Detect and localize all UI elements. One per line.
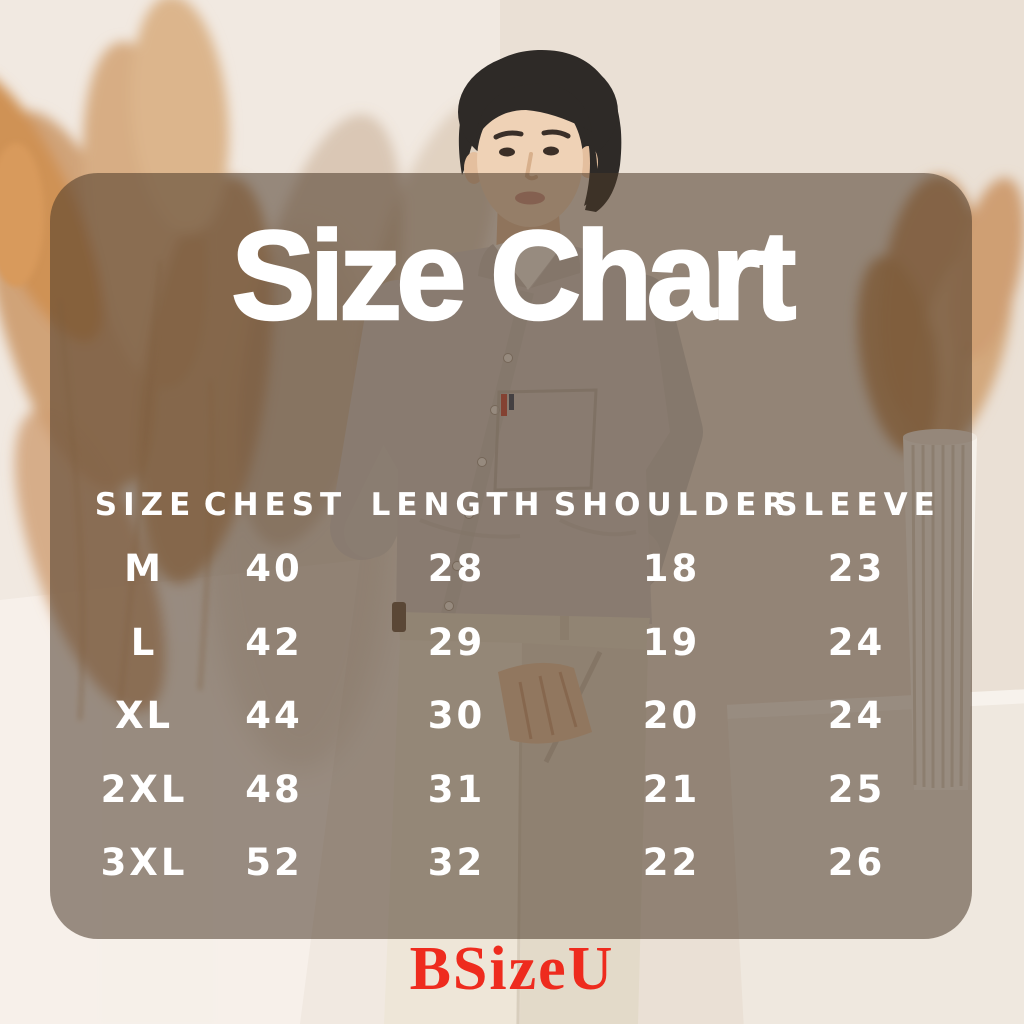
column-header-chest: CHEST <box>203 487 348 523</box>
column-header-size: SIZE <box>94 487 197 523</box>
table-cell: 40 <box>245 547 303 591</box>
table-cell: 19 <box>642 620 701 664</box>
table-cell: 26 <box>827 841 886 885</box>
table-cell: 30 <box>427 694 486 738</box>
column-header-length: LENGTH <box>370 487 546 523</box>
table-cell: 18 <box>642 547 701 591</box>
table-cell-size-m: M <box>124 547 164 591</box>
table-cell-size-xl: XL <box>114 694 174 738</box>
table-cell-size-3xl: 3XL <box>100 841 188 885</box>
table-cell: 28 <box>427 547 486 591</box>
table-cell: 25 <box>827 767 886 811</box>
table-cell: 48 <box>245 767 303 811</box>
table-cell: 20 <box>642 694 701 738</box>
table-cell: 23 <box>827 547 886 591</box>
table-cell: 31 <box>427 767 486 811</box>
table-cell: 32 <box>427 841 486 885</box>
table-cell: 52 <box>245 841 303 885</box>
table-cell: 42 <box>245 620 303 664</box>
overlay-panel <box>50 173 972 939</box>
column-header-sleeve: SLEEVE <box>775 487 941 523</box>
table-cell: 24 <box>827 620 886 664</box>
table-cell: 22 <box>642 841 701 885</box>
table-cell: 44 <box>245 694 303 738</box>
table-cell: 29 <box>427 620 486 664</box>
table-cell: 24 <box>827 694 886 738</box>
table-cell-size-2xl: 2XL <box>100 767 188 811</box>
brand-logo: BSizeU <box>409 935 615 1003</box>
table-cell-size-l: L <box>130 620 158 664</box>
table-cell: 21 <box>642 767 701 811</box>
size-table: SIZE CHEST LENGTH SHOULDER SLEEVE M 40 2… <box>94 478 941 900</box>
page-title: Size Chart <box>230 205 798 346</box>
column-header-shoulder: SHOULDER <box>553 487 793 523</box>
